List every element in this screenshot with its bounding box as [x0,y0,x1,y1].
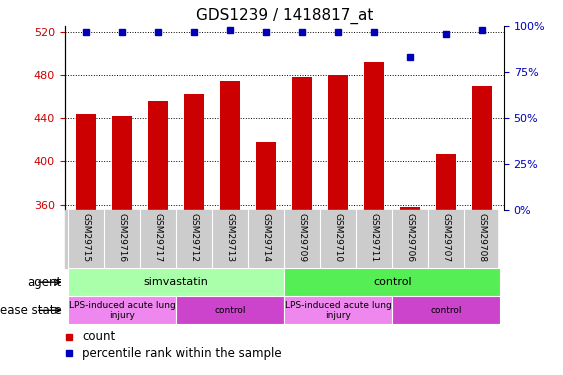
Text: GSM29712: GSM29712 [190,213,199,262]
Bar [328,75,348,210]
Bar [176,296,284,324]
Text: GSM29715: GSM29715 [82,213,91,262]
Bar [472,86,492,210]
Text: GSM29709: GSM29709 [298,213,307,262]
Text: GSM29716: GSM29716 [118,213,127,262]
Text: GSM29710: GSM29710 [334,213,343,262]
Text: control: control [431,306,462,315]
Text: disease state: disease state [0,304,62,317]
Text: control: control [373,277,412,287]
Text: LPS-induced acute lung
injury: LPS-induced acute lung injury [69,301,176,320]
Bar [284,268,501,296]
Text: GSM29711: GSM29711 [370,213,379,262]
Bar [68,268,284,296]
Bar [221,81,240,210]
Text: GSM29717: GSM29717 [154,213,163,262]
Bar [436,154,456,210]
Bar [256,142,276,210]
Text: control: control [215,306,246,315]
Text: count: count [82,330,115,343]
Text: GSM29714: GSM29714 [262,213,271,262]
Bar [392,296,501,324]
Text: GSM29713: GSM29713 [226,213,235,262]
Text: GSM29708: GSM29708 [478,213,487,262]
Title: GDS1239 / 1418817_at: GDS1239 / 1418817_at [195,7,373,24]
Text: GSM29707: GSM29707 [442,213,451,262]
Text: LPS-induced acute lung
injury: LPS-induced acute lung injury [285,301,392,320]
Bar [77,114,96,210]
Bar [113,116,132,210]
Text: simvastatin: simvastatin [144,277,209,287]
Bar [185,94,204,210]
Bar [364,62,384,210]
Bar [292,77,312,210]
Text: GSM29706: GSM29706 [406,213,415,262]
Bar [400,207,420,210]
Text: percentile rank within the sample: percentile rank within the sample [82,347,282,360]
Bar [149,101,168,210]
Bar [284,296,392,324]
Text: agent: agent [28,276,62,289]
Bar [68,296,176,324]
